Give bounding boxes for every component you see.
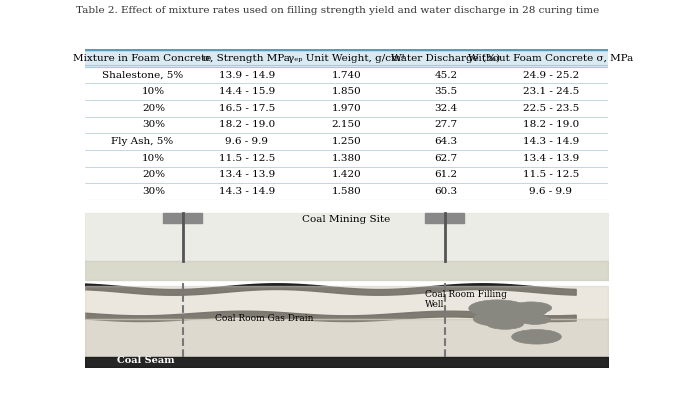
Text: 1.850: 1.850: [331, 87, 362, 96]
Text: γₑₚ Unit Weight, g/cm³: γₑₚ Unit Weight, g/cm³: [288, 54, 405, 63]
Text: 9.6 - 9.9: 9.6 - 9.9: [529, 187, 573, 196]
Text: 1.420: 1.420: [331, 170, 362, 179]
Text: 1.380: 1.380: [331, 154, 362, 163]
Text: Fly Ash, 5%: Fly Ash, 5%: [111, 137, 173, 146]
Circle shape: [512, 325, 544, 334]
Text: Coal Room Gas Drain: Coal Room Gas Drain: [216, 314, 314, 323]
Circle shape: [506, 330, 541, 341]
Text: 16.5 - 17.5: 16.5 - 17.5: [219, 104, 275, 113]
Text: Table 2. Effect of mixture rates used on filling strength yield and water discha: Table 2. Effect of mixture rates used on…: [76, 6, 600, 15]
Text: 64.3: 64.3: [435, 137, 458, 146]
Circle shape: [495, 297, 537, 309]
Text: 23.1 - 24.5: 23.1 - 24.5: [523, 87, 579, 96]
Text: 13.4 - 13.9: 13.4 - 13.9: [219, 170, 275, 179]
Text: 61.2: 61.2: [435, 170, 458, 179]
Text: 9.6 - 9.9: 9.6 - 9.9: [225, 137, 268, 146]
Text: 32.4: 32.4: [435, 104, 458, 113]
Text: Water Discharge (%): Water Discharge (%): [391, 54, 500, 63]
Text: σ, Strength MPa: σ, Strength MPa: [203, 54, 291, 63]
Text: 13.9 - 14.9: 13.9 - 14.9: [219, 70, 275, 80]
Text: Coal Seam: Coal Seam: [117, 356, 175, 365]
Text: 1.580: 1.580: [331, 187, 362, 196]
Text: 18.2 - 19.0: 18.2 - 19.0: [219, 120, 275, 129]
Text: 22.5 - 23.5: 22.5 - 23.5: [523, 104, 579, 113]
Text: 27.7: 27.7: [435, 120, 458, 129]
Circle shape: [512, 313, 544, 322]
Circle shape: [506, 311, 552, 325]
Text: 60.3: 60.3: [435, 187, 458, 196]
Text: 1.250: 1.250: [331, 137, 362, 146]
Text: 11.5 - 12.5: 11.5 - 12.5: [523, 170, 579, 179]
Text: 1.970: 1.970: [331, 104, 362, 113]
Text: 20%: 20%: [142, 104, 165, 113]
Bar: [425, 213, 464, 223]
Text: 30%: 30%: [142, 187, 165, 196]
Text: Without Foam Concrete σ, MPa: Without Foam Concrete σ, MPa: [468, 54, 633, 63]
Text: 13.4 - 13.9: 13.4 - 13.9: [523, 154, 579, 163]
Circle shape: [514, 323, 561, 337]
Text: 2.150: 2.150: [331, 120, 362, 129]
Text: 35.5: 35.5: [435, 87, 458, 96]
FancyBboxPatch shape: [84, 49, 608, 67]
Text: Coal Room Filling
Well: Coal Room Filling Well: [425, 290, 507, 309]
Text: 62.7: 62.7: [435, 154, 458, 163]
Circle shape: [489, 331, 531, 344]
Text: Coal Mining Site: Coal Mining Site: [302, 215, 391, 224]
Text: Shalestone, 5%: Shalestone, 5%: [101, 70, 183, 80]
Text: 10%: 10%: [142, 154, 165, 163]
Text: 18.2 - 19.0: 18.2 - 19.0: [523, 120, 579, 129]
Bar: [163, 213, 202, 223]
Text: 10%: 10%: [142, 87, 165, 96]
Text: 14.3 - 14.9: 14.3 - 14.9: [219, 187, 275, 196]
Text: 20%: 20%: [142, 170, 165, 179]
Text: 30%: 30%: [142, 120, 165, 129]
Text: 24.9 - 25.2: 24.9 - 25.2: [523, 70, 579, 80]
Text: 11.5 - 12.5: 11.5 - 12.5: [219, 154, 275, 163]
Text: 14.4 - 15.9: 14.4 - 15.9: [219, 87, 275, 96]
Text: 45.2: 45.2: [435, 70, 458, 80]
Text: 1.740: 1.740: [331, 70, 362, 80]
Text: 14.3 - 14.9: 14.3 - 14.9: [523, 137, 579, 146]
Text: Mixture in Foam Concrete: Mixture in Foam Concrete: [73, 54, 212, 63]
Circle shape: [509, 299, 567, 316]
